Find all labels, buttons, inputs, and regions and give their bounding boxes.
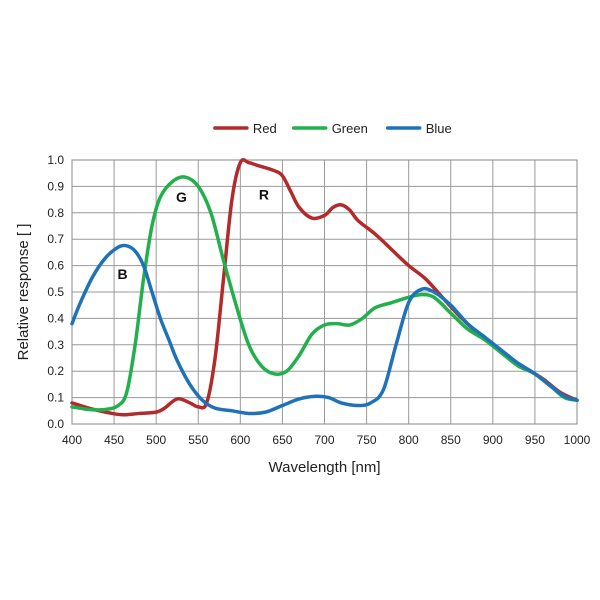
legend-label: Blue: [426, 121, 452, 136]
legend-label: Green: [332, 121, 368, 136]
x-axis-title: Wavelength [nm]: [269, 459, 381, 476]
x-tick-label: 500: [146, 433, 166, 447]
x-tick-label: 650: [272, 433, 292, 447]
x-tick-label: 750: [357, 433, 377, 447]
x-tick-label: 450: [104, 433, 124, 447]
x-tick-label: 850: [441, 433, 461, 447]
curve-label-g: G: [176, 189, 187, 205]
series-lines: [70, 158, 579, 417]
legend: Red Green Blue: [213, 121, 452, 136]
y-tick-label: 0.6: [47, 259, 64, 273]
x-tick-label: 950: [525, 433, 545, 447]
y-tick-label: 0.7: [47, 232, 64, 246]
x-axis-ticks: 400 450 500 550 600 650 700 750 800 850 900 950 1000: [62, 433, 591, 447]
x-tick-label: 600: [230, 433, 250, 447]
curve-label-r: R: [259, 187, 269, 203]
annotations: B G R: [117, 187, 269, 282]
x-tick-label: 900: [483, 433, 503, 447]
plot-frame: [71, 159, 578, 425]
y-tick-label: 0.0: [47, 417, 64, 431]
y-tick-label: 0.2: [47, 364, 64, 378]
legend-label: Red: [253, 121, 277, 136]
y-tick-label: 1.0: [47, 153, 64, 167]
x-tick-label: 400: [62, 433, 82, 447]
y-tick-label: 0.9: [47, 179, 64, 193]
y-tick-label: 0.1: [47, 391, 64, 405]
x-tick-label: 1000: [564, 433, 591, 447]
series-line-blue: [70, 243, 579, 416]
grid-lines: [71, 159, 578, 425]
legend-item-red: Red: [213, 121, 277, 136]
y-tick-label: 0.4: [47, 311, 64, 325]
y-tick-label: 0.5: [47, 285, 64, 299]
y-axis-ticks: 0.0 0.1 0.2 0.3 0.4 0.5 0.6 0.7 0.8 0.9 1.0: [47, 153, 64, 431]
y-tick-label: 0.8: [47, 206, 64, 220]
legend-item-blue: Blue: [385, 121, 452, 136]
y-axis-title: Relative response [ ]: [15, 224, 32, 361]
x-tick-label: 550: [188, 433, 208, 447]
x-tick-label: 800: [399, 433, 419, 447]
y-tick-label: 0.3: [47, 338, 64, 352]
legend-item-green: Green: [291, 121, 368, 136]
curve-label-b: B: [117, 266, 127, 282]
x-tick-label: 700: [314, 433, 334, 447]
